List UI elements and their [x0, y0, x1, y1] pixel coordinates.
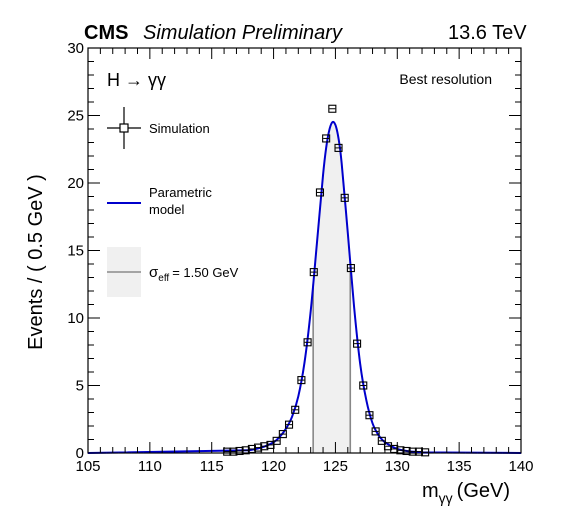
data-point: [260, 442, 269, 451]
data-point: [365, 411, 374, 420]
data-point: [340, 193, 349, 202]
experiment-label: CMS: [84, 22, 129, 44]
x-tick-label: 115: [200, 458, 224, 475]
x-tick-label: 110: [138, 458, 162, 475]
legend-simulation-marker: [119, 123, 129, 133]
data-point: [371, 427, 380, 436]
data-point: [291, 405, 300, 414]
y-tick-label: 25: [67, 108, 84, 125]
x-tick-label: 105: [75, 458, 100, 475]
x-axis-label: mγγ (GeV): [422, 480, 510, 506]
data-point: [322, 134, 331, 143]
chart-subtitle: Simulation Preliminary: [143, 22, 342, 44]
data-point: [284, 420, 294, 429]
legend-simulation-label: Simulation: [149, 121, 210, 136]
y-tick-label: 0: [76, 445, 84, 462]
model-curve: [87, 120, 522, 454]
data-point: [309, 268, 318, 277]
data-point: [272, 436, 281, 445]
y-tick-label: 5: [76, 378, 84, 395]
data-point: [297, 376, 306, 385]
process-label: H → γγ: [107, 70, 166, 90]
data-point: [334, 143, 343, 152]
y-tick-label: 20: [67, 175, 84, 192]
y-tick-label: 15: [67, 243, 84, 260]
legend-model-label-line1: Parametric: [149, 185, 212, 200]
sigma-eff-band: [313, 122, 351, 453]
y-tick-label: 10: [67, 310, 84, 327]
data-point: [328, 104, 337, 113]
x-tick-label: 135: [447, 458, 472, 475]
data-point: [346, 263, 355, 273]
data-point: [303, 338, 312, 347]
y-tick-label: 30: [67, 40, 84, 57]
x-tick-label: 125: [323, 458, 348, 475]
plot-frame: [87, 47, 522, 454]
legend-sigma-label: σeff = 1.50 GeV: [149, 264, 239, 284]
data-point: [383, 442, 393, 451]
x-tick-label: 120: [261, 458, 286, 475]
data-point: [359, 381, 368, 390]
data-point: [353, 339, 362, 348]
legend-model-label-line2: model: [149, 202, 185, 217]
energy-label: 13.6 TeV: [448, 22, 527, 44]
x-tick-label: 140: [508, 458, 533, 475]
y-axis-label: Events / ( 0.5 GeV ): [25, 174, 47, 350]
x-tick-label: 130: [385, 458, 410, 475]
data-point: [278, 430, 287, 439]
category-label: Best resolution: [399, 71, 492, 87]
data-point: [377, 436, 386, 445]
data-point: [315, 188, 325, 197]
